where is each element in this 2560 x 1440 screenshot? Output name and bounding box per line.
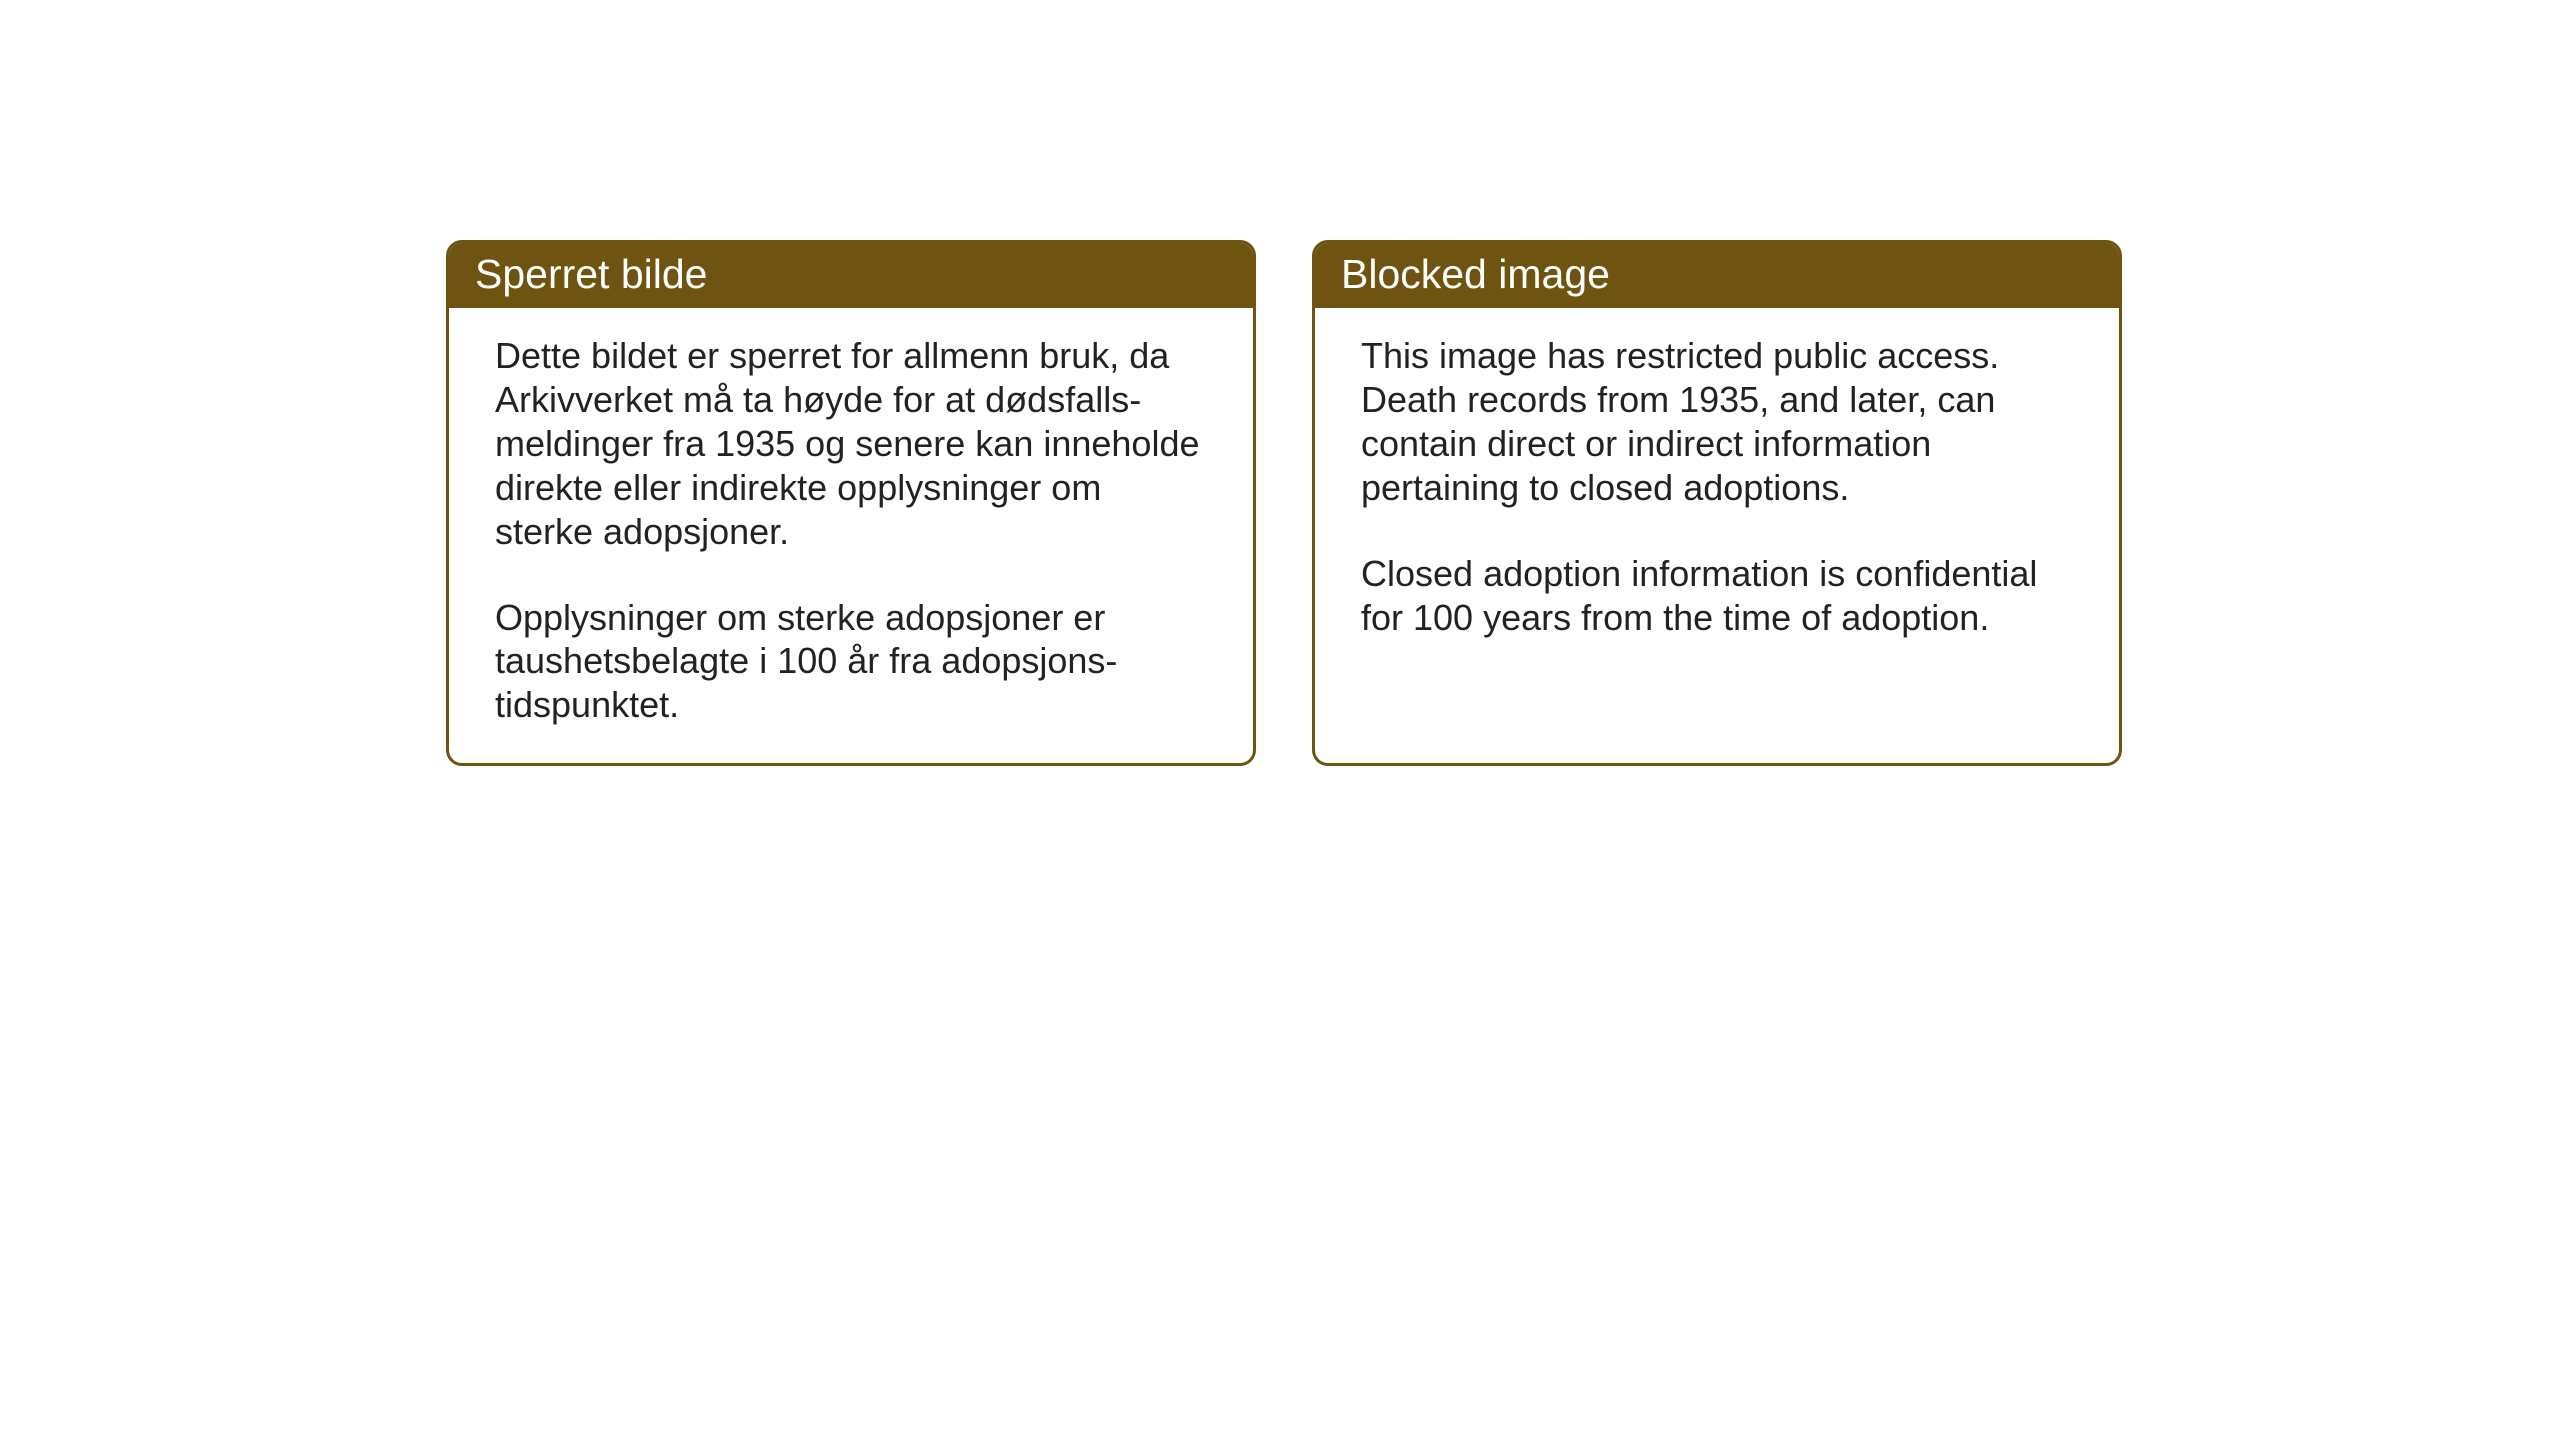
panel-paragraph: Dette bildet er sperret for allmenn bruk… [495,334,1207,554]
panel-paragraph: Opplysninger om sterke adopsjoner er tau… [495,596,1207,728]
panel-body-english: This image has restricted public access.… [1315,308,2119,675]
panels-container: Sperret bilde Dette bildet er sperret fo… [446,240,2122,766]
panel-body-norwegian: Dette bildet er sperret for allmenn bruk… [449,308,1253,763]
panel-header-english: Blocked image [1315,243,2119,308]
panel-paragraph: This image has restricted public access.… [1361,334,2073,510]
panel-paragraph: Closed adoption information is confident… [1361,552,2073,640]
panel-norwegian: Sperret bilde Dette bildet er sperret fo… [446,240,1256,766]
panel-english: Blocked image This image has restricted … [1312,240,2122,766]
panel-header-norwegian: Sperret bilde [449,243,1253,308]
